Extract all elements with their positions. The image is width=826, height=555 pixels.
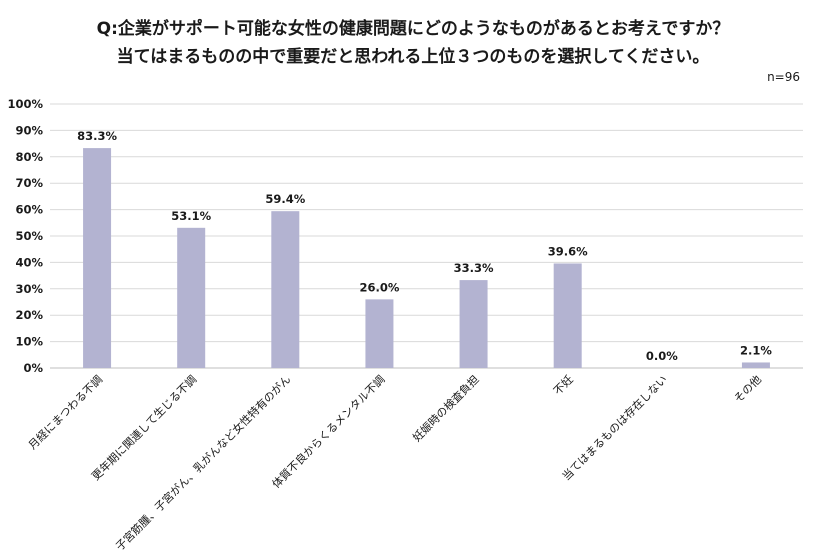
- y-tick-label: 20%: [15, 308, 43, 322]
- data-label: 26.0%: [359, 280, 399, 294]
- data-label: 53.1%: [171, 209, 211, 223]
- y-tick-label: 40%: [15, 255, 43, 269]
- data-label: 2.1%: [740, 343, 772, 357]
- y-tick-label: 0%: [23, 361, 43, 375]
- x-tick-label: 妊娠時の検査負担: [410, 372, 482, 444]
- data-label: 83.3%: [77, 129, 117, 143]
- x-tick-label: 子宮筋腫、子宮がん、乳がんなど女性特有のがん: [112, 372, 293, 553]
- y-tick-label: 70%: [15, 176, 43, 190]
- x-axis-ticks: 月経にまつわる不調更年期に関連して生じる不調子宮筋腫、子宮がん、乳がんなど女性特…: [25, 372, 764, 553]
- bar: [83, 148, 112, 368]
- data-label: 0.0%: [646, 349, 678, 363]
- bar: [271, 211, 300, 368]
- bar: [553, 263, 582, 368]
- sample-size-note: n=96: [767, 70, 800, 84]
- data-label: 59.4%: [265, 192, 305, 206]
- x-tick-label: その他: [732, 373, 765, 406]
- y-axis-ticks: 0% 10% 20% 30% 40% 50% 60% 70% 80% 90% 100%: [7, 97, 43, 375]
- bar: [365, 299, 394, 368]
- gridlines: [50, 103, 803, 369]
- data-labels: 83.3% 53.1% 59.4% 26.0% 33.3% 39.6% 0.0% 2.1%: [77, 129, 772, 363]
- y-tick-label: 50%: [15, 229, 43, 243]
- y-tick-label: 100%: [7, 97, 43, 111]
- chart-title-line1: Q:企業がサポート可能な女性の健康問題にどのようなものがあるとお考えですか？: [96, 19, 730, 39]
- y-tick-label: 80%: [15, 150, 43, 164]
- x-tick-label: 更年期に関連して生じる不調: [89, 372, 200, 483]
- x-tick-label: 不妊: [550, 372, 575, 397]
- x-tick-label: 体質不良からくるメンタル不調: [269, 372, 388, 491]
- bar: [177, 227, 206, 368]
- x-tick-label: 月経にまつわる不調: [25, 372, 105, 452]
- chart-title-line2: 当てはまるものの中で重要だと思われる上位３つのものを選択してください。: [116, 47, 710, 67]
- y-tick-label: 60%: [15, 203, 43, 217]
- x-tick-label: 当てはまるものは存在しない: [559, 372, 670, 483]
- y-tick-label: 90%: [15, 123, 43, 137]
- data-label: 39.6%: [548, 244, 588, 258]
- y-tick-label: 30%: [15, 282, 43, 296]
- bar: [741, 362, 770, 368]
- bar: [459, 280, 488, 368]
- bars: [83, 148, 770, 368]
- y-tick-label: 10%: [15, 335, 43, 349]
- data-label: 33.3%: [454, 261, 494, 275]
